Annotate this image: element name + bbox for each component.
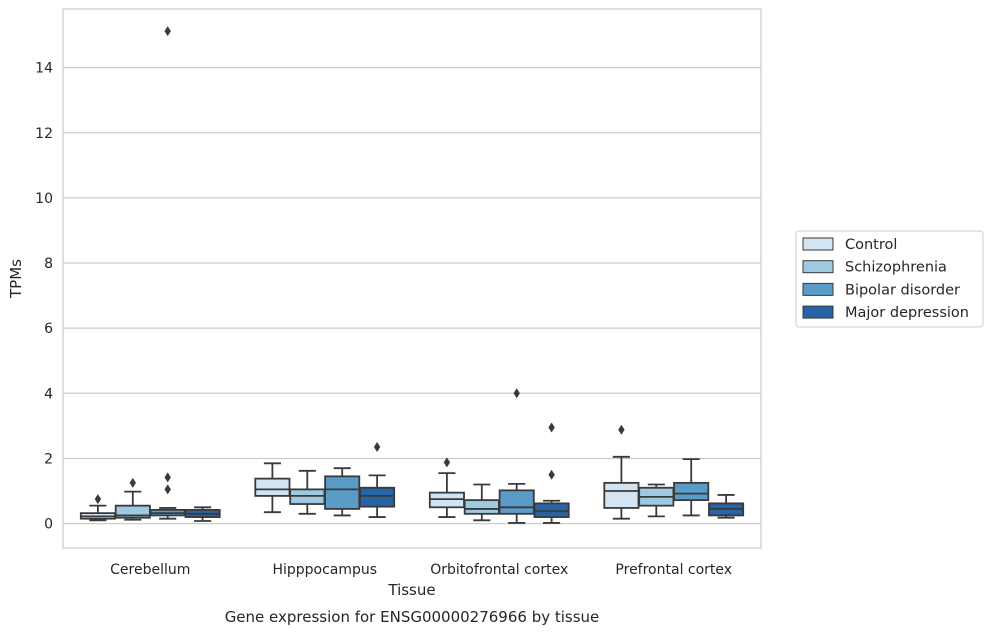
legend-label: Schizophrenia [845, 260, 947, 276]
box-major-depression-1 [359, 442, 396, 518]
y-tick-label: 14 [35, 61, 53, 77]
chart-caption: Gene expression for ENSG00000276966 by t… [225, 608, 600, 626]
y-tick-label: 0 [44, 517, 53, 533]
grid-lines [63, 66, 761, 525]
box-schizophrenia-1 [289, 469, 326, 515]
legend: Control Schizophrenia Bipolar disorder Majo… [795, 230, 984, 328]
box-schizophrenia-3 [638, 483, 675, 518]
x-tick-label: Hipppocampus [272, 562, 377, 578]
outlier-point [373, 442, 381, 453]
outlier-point [513, 388, 520, 399]
y-axis-label: TPMs [7, 259, 25, 299]
legend-swatch [802, 305, 834, 319]
box-schizophrenia-0 [114, 477, 151, 521]
legend-frame [795, 230, 984, 328]
legend-label: Major depression [845, 305, 969, 321]
outlier-point [618, 424, 625, 435]
box-plot-series [79, 26, 745, 524]
legend-item-bipolar-disorder: Bipolar disorder [802, 282, 960, 298]
box-major-depression-3 [708, 494, 745, 519]
x-tick-label: Cerebellum [110, 562, 190, 578]
outlier-point [164, 472, 171, 483]
y-tick-label: 6 [44, 321, 53, 337]
y-tick-label: 10 [35, 191, 53, 207]
legend-item-schizophrenia: Schizophrenia [802, 260, 947, 276]
outlier-point [164, 484, 171, 495]
outlier-point [548, 469, 555, 480]
y-tick-label: 12 [35, 126, 53, 142]
x-tick-label: Orbitofrontal cortex [430, 562, 568, 578]
legend-item-major-depression: Major depression [802, 305, 969, 321]
y-tick-labels: 0 2 4 6 8 10 12 14 [35, 61, 53, 533]
legend-label: Control [845, 237, 897, 253]
x-tick-label: Prefrontal cortex [615, 562, 732, 578]
box-bipolar-disorder-0 [149, 26, 186, 520]
legend-swatch [802, 282, 834, 296]
plot-frame [62, 8, 762, 549]
box-schizophrenia-2 [463, 483, 500, 522]
legend-label: Bipolar disorder [845, 282, 960, 298]
box-control-1 [254, 462, 291, 514]
box-bipolar-disorder-2 [498, 388, 535, 524]
outlier-point [548, 422, 555, 433]
y-tick-label: 2 [44, 451, 53, 467]
x-tick-labels: Cerebellum Hipppocampus Orbitofrontal cort… [110, 562, 732, 578]
box-control-2 [428, 457, 465, 518]
box-major-depression-2 [533, 422, 570, 524]
x-axis-label: Tissue [387, 581, 435, 599]
outlier-point [94, 494, 102, 505]
box-control-3 [603, 424, 640, 520]
legend-swatch [802, 260, 834, 274]
box-control-0 [79, 494, 116, 522]
outlier-point [443, 457, 451, 468]
box-major-depression-0 [184, 506, 221, 522]
outlier-point [164, 26, 171, 37]
y-tick-label: 8 [44, 256, 53, 272]
outlier-point [129, 477, 136, 488]
legend-swatch [802, 237, 834, 251]
box-bipolar-disorder-1 [324, 467, 361, 517]
box-bipolar-disorder-3 [673, 458, 710, 517]
y-tick-label: 4 [44, 386, 53, 402]
legend-item-control: Control [802, 237, 897, 253]
